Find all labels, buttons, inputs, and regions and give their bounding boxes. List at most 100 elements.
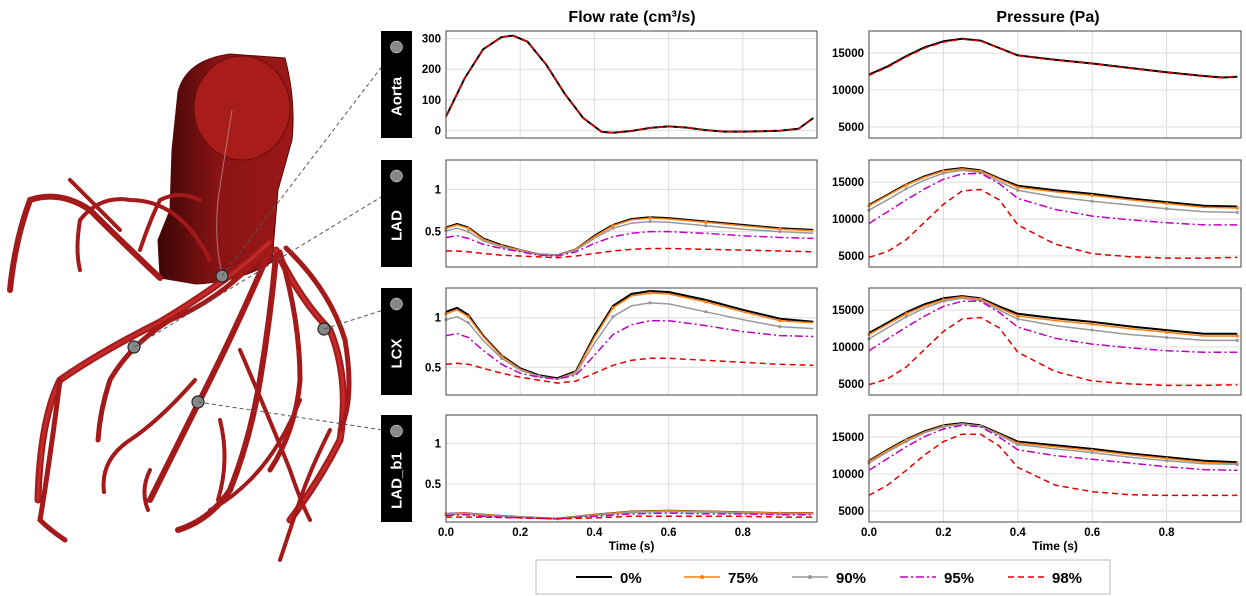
series-line-98pct	[446, 247, 814, 259]
series-marker	[1165, 456, 1169, 461]
series-marker	[648, 291, 652, 295]
series-marker	[1016, 442, 1020, 447]
y-tick-label: 100	[422, 95, 441, 107]
y-tick-label: 300	[422, 34, 441, 46]
series-marker	[1235, 338, 1239, 342]
legend-label: 95%	[944, 570, 974, 587]
series-line-95pct	[868, 424, 1238, 472]
series-marker	[778, 512, 782, 516]
series-marker	[1016, 188, 1020, 192]
series-marker	[941, 299, 946, 303]
x-tick-label: 0.4	[586, 527, 603, 539]
panel-aorta-flow: 0 100 200 300	[422, 30, 818, 139]
legend-items: 0% 75% 90% 95% 98%	[576, 570, 1082, 587]
plot-frame	[445, 287, 818, 396]
panel-lcx-flow: 0.51	[425, 287, 818, 396]
legend-marker	[808, 575, 812, 579]
series-line-90pct	[868, 169, 1238, 214]
series-marker	[704, 224, 708, 228]
series-marker	[1016, 314, 1020, 318]
row-label-text: Aorta	[389, 76, 406, 116]
panel-aorta-pressure: 5000 10000 15000	[832, 30, 1242, 139]
x-axis-label: Time (s)	[609, 539, 655, 553]
series-marker	[904, 187, 908, 191]
y-tick-label: 200	[422, 64, 441, 76]
series-line-95pct	[445, 319, 814, 380]
series-marker	[1090, 451, 1094, 455]
series-marker	[1235, 210, 1239, 214]
series-marker	[941, 169, 946, 173]
series-marker	[611, 306, 615, 310]
series-line-0pct	[868, 295, 1238, 335]
series-marker	[1165, 459, 1169, 463]
series-line-90pct	[868, 297, 1238, 342]
series-marker	[466, 226, 470, 230]
series-marker	[1090, 199, 1094, 203]
series-marker	[466, 315, 470, 319]
legend-label: 75%	[728, 570, 758, 587]
series-marker	[466, 321, 470, 325]
series-marker	[778, 227, 782, 231]
series-line-75pct	[868, 168, 1238, 209]
series-marker	[1016, 185, 1020, 189]
y-tick-label: 15000	[832, 305, 864, 317]
series-line-98pct	[868, 38, 1238, 79]
legend-item-0pct: 0%	[576, 570, 642, 587]
aorta-top	[193, 55, 291, 161]
series-line-98pct	[868, 188, 1238, 259]
series-marker	[537, 374, 541, 378]
y-tick-label: 10000	[832, 85, 864, 97]
legend-label: 0%	[620, 570, 642, 587]
series-marker	[704, 510, 708, 514]
row-label-lad: LAD	[381, 160, 412, 267]
series-line-90pct	[445, 510, 814, 520]
series-marker	[611, 315, 615, 319]
panel-lad-b1-flow: 0.5 1 0.0 0.2 0.4 0.6 0.8 Time (s)	[425, 414, 818, 553]
row-probe-icon	[390, 40, 403, 54]
y-tick-label: 1	[435, 184, 442, 196]
legend-item-75pct: 75%	[684, 570, 758, 587]
series-marker	[904, 439, 908, 444]
series-marker	[1235, 206, 1239, 210]
legend-marker	[700, 575, 704, 579]
x-tick-label: 0.8	[735, 527, 752, 539]
x-tick-label: 0.6	[661, 527, 677, 539]
series-marker	[1090, 322, 1094, 326]
row-probe-icon	[390, 297, 403, 311]
plot-frame	[868, 287, 1242, 396]
series-line-98pct	[445, 357, 814, 384]
series-line-75pct	[445, 292, 814, 380]
plot-area	[869, 31, 1241, 138]
y-tick-label: 0.5	[425, 362, 442, 374]
series-marker	[904, 312, 908, 316]
plot-frame	[445, 30, 818, 139]
plot-area	[446, 31, 817, 138]
row-label-lad-b1: LAD_b1	[381, 415, 412, 522]
y-tick-label: 15000	[832, 48, 864, 60]
series-line-98pct	[445, 34, 814, 134]
series-marker	[1090, 448, 1094, 453]
series-line-95pct	[868, 172, 1238, 226]
series-marker	[704, 300, 708, 304]
series-marker	[611, 226, 615, 230]
series-marker	[904, 183, 908, 187]
legend-label: 90%	[836, 570, 866, 587]
x-tick-label: 0.2	[512, 527, 528, 539]
y-tick-label: 0	[435, 125, 441, 137]
y-tick-label: 10000	[832, 214, 864, 226]
plot-frame	[868, 159, 1242, 268]
series-marker	[778, 230, 782, 234]
x-tick-label: 0.0	[438, 527, 454, 539]
row-label-lcx: LCX	[381, 288, 412, 395]
vessel-tree	[7, 178, 352, 562]
series-line-75pct	[445, 509, 814, 520]
row-probe-icon	[390, 424, 403, 438]
row-label-text: LCX	[389, 339, 406, 369]
series-marker	[611, 224, 615, 228]
legend-item-95pct: 95%	[900, 570, 974, 587]
series-marker	[1090, 328, 1094, 332]
plot-area	[446, 415, 817, 522]
y-tick-label: 5000	[838, 122, 864, 134]
series-marker	[941, 425, 946, 429]
series-marker	[1165, 207, 1169, 211]
